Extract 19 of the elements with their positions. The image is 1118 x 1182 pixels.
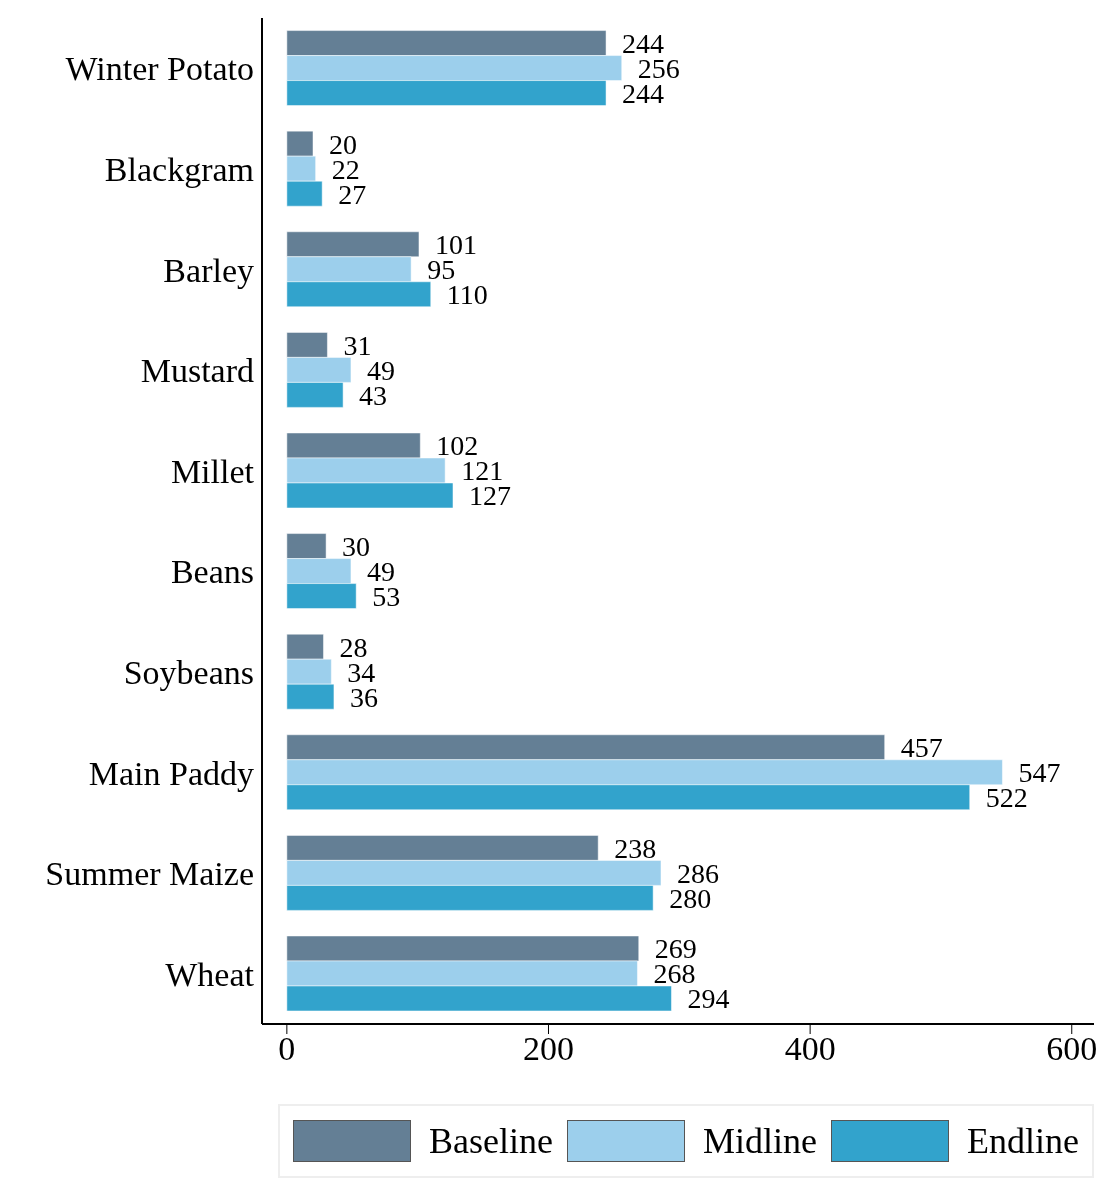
y-tick-label: Summer Maize bbox=[45, 855, 254, 893]
x-tick-label: 0 bbox=[278, 1030, 296, 1068]
x-tick-label: 400 bbox=[784, 1030, 836, 1068]
y-tick-label: Winter Potato bbox=[65, 50, 254, 88]
y-tick-label: Beans bbox=[170, 553, 254, 591]
data-label: 457 bbox=[900, 732, 943, 764]
x-tick-label: 600 bbox=[1046, 1030, 1098, 1068]
y-tick-label: Wheat bbox=[165, 955, 255, 993]
legend-label: Baseline bbox=[429, 1120, 553, 1162]
y-tick-label: Millet bbox=[170, 452, 255, 490]
data-label: 238 bbox=[614, 832, 657, 864]
legend-label: Endline bbox=[966, 1120, 1079, 1162]
y-tick-label: Soybeans bbox=[123, 653, 254, 691]
y-tick-label: Blackgram bbox=[104, 150, 254, 188]
y-tick-label: Mustard bbox=[140, 352, 254, 390]
y-tick-label: Barley bbox=[163, 251, 254, 289]
legend-label: Midline bbox=[702, 1120, 817, 1162]
x-tick-label: 200 bbox=[522, 1030, 574, 1068]
y-tick-label: Main Paddy bbox=[88, 754, 254, 792]
